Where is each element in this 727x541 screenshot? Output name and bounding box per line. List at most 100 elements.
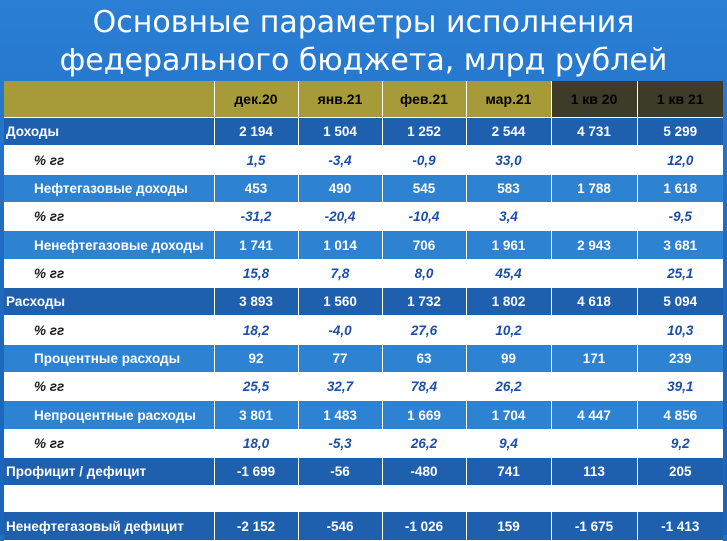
cell: 4 447	[550, 400, 637, 430]
cell: 15,8	[213, 259, 298, 289]
cell: 3 801	[213, 400, 298, 430]
empty-cell	[636, 485, 723, 513]
col-header: фев.21	[381, 81, 466, 118]
cell: 1 618	[636, 174, 723, 204]
header-blank-cell	[4, 81, 214, 118]
empty-cell	[4, 485, 214, 513]
cell	[550, 259, 637, 289]
cell: 5 094	[636, 287, 723, 317]
table-row: % гг 1,5 -3,4 -0,9 33,0 12,0	[4, 145, 723, 175]
cell: 3,4	[465, 202, 551, 232]
cell: 171	[550, 344, 637, 374]
budget-table: дек.20 янв.21 фев.21 мар.21 1 кв 20 1 кв…	[4, 81, 723, 541]
cell: 7,8	[297, 259, 382, 289]
table-row: Доходы 2 194 1 504 1 252 2 544 4 731 5 2…	[4, 117, 723, 147]
cell	[550, 372, 637, 402]
cell: 77	[297, 344, 382, 374]
row-label: % гг	[4, 315, 214, 345]
cell: 1 961	[465, 230, 551, 260]
cell: 706	[381, 230, 466, 260]
cell: -3,4	[297, 145, 382, 175]
cell: 18,2	[213, 315, 298, 345]
cell: -20,4	[297, 202, 382, 232]
cell: -1 675	[550, 511, 637, 541]
cell: 1 704	[465, 400, 551, 430]
slide-title: Основные параметры исполнения федерально…	[0, 4, 727, 80]
empty-cell	[381, 485, 466, 513]
cell: 1 802	[465, 287, 551, 317]
row-label: % гг	[4, 372, 214, 402]
cell: 26,2	[381, 429, 466, 459]
empty-cell	[465, 485, 551, 513]
table-row: Ненефтегазовый дефицит -2 152 -546 -1 02…	[4, 511, 723, 541]
row-label: Расходы	[4, 287, 214, 317]
cell: 4 731	[550, 117, 637, 147]
cell: 92	[213, 344, 298, 374]
cell: 45,4	[465, 259, 551, 289]
cell: 32,7	[297, 372, 382, 402]
cell: 3 681	[636, 230, 723, 260]
col-header: 1 кв 20	[550, 81, 637, 118]
cell: 1,5	[213, 145, 298, 175]
cell: 1 483	[297, 400, 382, 430]
title-line-2: федерального бюджета, млрд рублей	[59, 43, 668, 78]
empty-cell	[297, 485, 382, 513]
cell	[550, 145, 637, 175]
cell: 205	[636, 457, 723, 487]
table-row: % гг -31,2 -20,4 -10,4 3,4 -9,5	[4, 202, 723, 232]
cell: 1 669	[381, 400, 466, 430]
cell: -9,5	[636, 202, 723, 232]
row-label: Ненефтегазовый дефицит	[4, 511, 214, 541]
cell: 99	[465, 344, 551, 374]
cell: 2 544	[465, 117, 551, 147]
row-label: % гг	[4, 202, 214, 232]
title-line-1: Основные параметры исполнения	[92, 5, 635, 40]
table-row: % гг 15,8 7,8 8,0 45,4 25,1	[4, 259, 723, 289]
row-label: Ненефтегазовые доходы	[4, 230, 214, 260]
row-label: Непроцентные расходы	[4, 400, 214, 430]
cell	[550, 429, 637, 459]
row-label: Доходы	[4, 117, 214, 147]
cell: 26,2	[465, 372, 551, 402]
cell: 12,0	[636, 145, 723, 175]
cell: 239	[636, 344, 723, 374]
row-label: % гг	[4, 429, 214, 459]
cell: 2 943	[550, 230, 637, 260]
cell: 113	[550, 457, 637, 487]
cell: 4 856	[636, 400, 723, 430]
cell: -56	[297, 457, 382, 487]
cell: 1 788	[550, 174, 637, 204]
cell: 453	[213, 174, 298, 204]
cell: -1 699	[213, 457, 298, 487]
cell	[550, 202, 637, 232]
cell: 25,5	[213, 372, 298, 402]
col-header: мар.21	[465, 81, 551, 118]
empty-cell	[550, 485, 637, 513]
row-label: % гг	[4, 259, 214, 289]
table-row: Ненефтегазовые доходы 1 741 1 014 706 1 …	[4, 230, 723, 260]
cell: -4,0	[297, 315, 382, 345]
row-label: Процентные расходы	[4, 344, 214, 374]
row-label: Профицит / дефицит	[4, 457, 214, 487]
cell: -5,3	[297, 429, 382, 459]
table-row: Непроцентные расходы 3 801 1 483 1 669 1…	[4, 400, 723, 430]
cell: 2 194	[213, 117, 298, 147]
cell: -1 413	[636, 511, 723, 541]
col-header: 1 кв 21	[636, 81, 723, 118]
table-row: % гг 18,0 -5,3 26,2 9,4 9,2	[4, 429, 723, 459]
cell: 9,4	[465, 429, 551, 459]
cell: 4 618	[550, 287, 637, 317]
cell: 1 732	[381, 287, 466, 317]
cell: -1 026	[381, 511, 466, 541]
cell: 63	[381, 344, 466, 374]
cell: 10,3	[636, 315, 723, 345]
row-label: Нефтегазовые доходы	[4, 174, 214, 204]
col-header: янв.21	[297, 81, 382, 118]
cell: 18,0	[213, 429, 298, 459]
table-row: Профицит / дефицит -1 699 -56 -480 741 1…	[4, 457, 723, 487]
table-row: Расходы 3 893 1 560 1 732 1 802 4 618 5 …	[4, 287, 723, 317]
table-row: % гг 18,2 -4,0 27,6 10,2 10,3	[4, 315, 723, 345]
cell: -2 152	[213, 511, 298, 541]
table-row: % гг 25,5 32,7 78,4 26,2 39,1	[4, 372, 723, 402]
